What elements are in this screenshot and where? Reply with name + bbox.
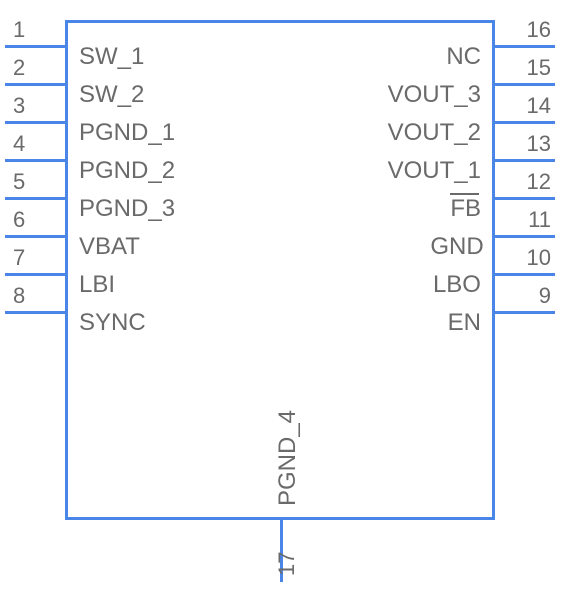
pin-label-overline-12: [450, 193, 479, 195]
pin-label-15: VOUT_3: [386, 81, 481, 109]
schematic-symbol: 1 SW_1 2 SW_2 3 PGND_1 4 PGND_2 5 PGND_3 6 VBAT 7 LBI…: [0, 0, 568, 612]
pin-label-17: PGND_4: [274, 410, 302, 506]
pin-number-10: 10: [499, 245, 551, 271]
pin-number-8: 8: [13, 283, 61, 309]
pin-label-1: SW_1: [79, 43, 144, 71]
pin-label-7: LBI: [79, 271, 115, 299]
pin-lead-1: [5, 45, 65, 48]
pin-lead-7: [5, 273, 65, 276]
pin-number-13: 13: [499, 131, 551, 157]
pin-label-4: PGND_2: [79, 157, 175, 185]
pin-number-3: 3: [13, 93, 61, 119]
pin-number-15: 15: [499, 55, 551, 81]
pin-lead-10: [495, 273, 555, 276]
pin-label-3: PGND_1: [79, 119, 175, 147]
pin-label-9: EN: [445, 309, 481, 337]
pin-number-17: 17: [274, 552, 300, 576]
pin-number-16: 16: [499, 17, 551, 43]
pin-label-10: LBO: [430, 271, 481, 299]
pin-label-16: NC: [445, 43, 481, 71]
pin-label-13: VOUT_1: [386, 157, 481, 185]
pin-number-6: 6: [13, 207, 61, 233]
pin-label-6: VBAT: [79, 233, 140, 261]
pin-number-1: 1: [13, 17, 61, 43]
pin-label-2: SW_2: [79, 81, 144, 109]
pin-number-7: 7: [13, 245, 61, 271]
pin-label-8: SYNC: [79, 309, 146, 337]
pin-number-11: 11: [499, 207, 551, 233]
pin-lead-8: [5, 311, 65, 314]
pin-label-5: PGND_3: [79, 195, 175, 223]
pin-lead-11: [495, 235, 555, 238]
pin-label-14: VOUT_2: [386, 119, 481, 147]
pin-number-4: 4: [13, 131, 61, 157]
pin-number-14: 14: [499, 93, 551, 119]
pin-lead-2: [5, 83, 65, 86]
pin-lead-14: [495, 121, 555, 124]
pin-lead-13: [495, 159, 555, 162]
pin-lead-12: [495, 197, 555, 200]
pin-label-11: GND: [430, 233, 481, 261]
pin-number-9: 9: [499, 283, 551, 309]
pin-lead-9: [495, 311, 555, 314]
pin-number-5: 5: [13, 169, 61, 195]
pin-lead-6: [5, 235, 65, 238]
pin-number-2: 2: [13, 55, 61, 81]
pin-lead-16: [495, 45, 555, 48]
pin-lead-5: [5, 197, 65, 200]
pin-lead-4: [5, 159, 65, 162]
pin-label-12: FB: [445, 195, 481, 223]
pin-number-12: 12: [499, 169, 551, 195]
pin-lead-15: [495, 83, 555, 86]
pin-lead-3: [5, 121, 65, 124]
